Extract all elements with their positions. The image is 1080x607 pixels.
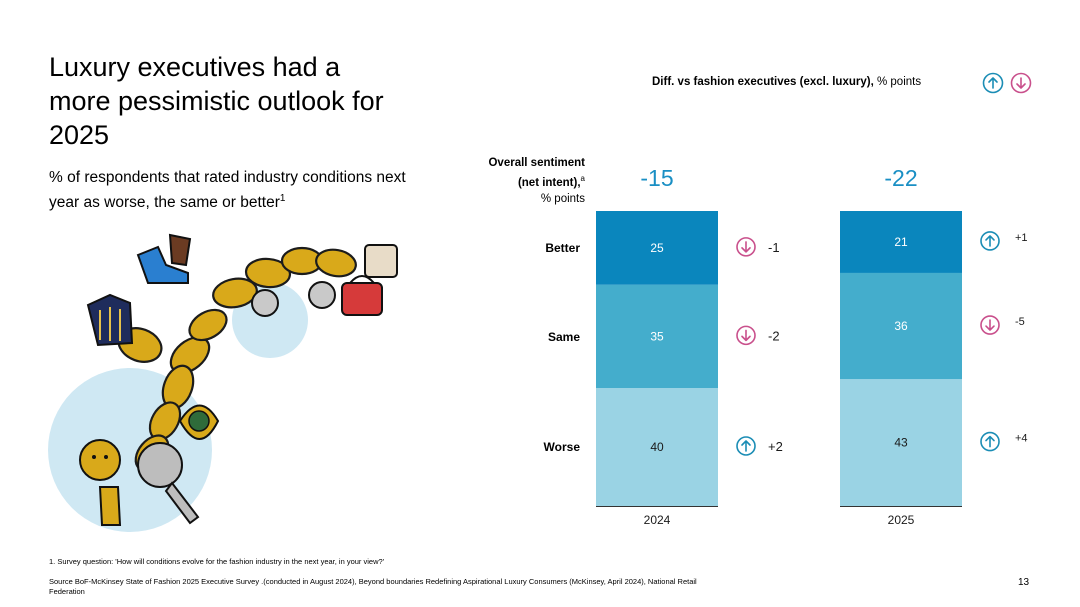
row-label-better: Better [545,241,580,255]
charm-bag [341,244,398,316]
source-note: Source BoF-McKinsey State of Fashion 202… [49,577,697,596]
row-label-worse: Worse [543,440,580,454]
charm-eye [178,404,220,440]
arrow-up-icon [982,72,1004,94]
arrow-down-icon [736,325,756,346]
bar-label-worse-2025: 43 [894,436,908,450]
bar-label-better-2024: 25 [650,241,664,255]
charm-shoe [168,233,192,267]
diff-label-same-2024: -2 [768,328,780,343]
sentiment-label-line1: Overall sentiment [488,157,585,169]
arrow-down-glyph [985,319,995,331]
legend-icons [982,72,1032,94]
diff-label-worse-2024: +2 [768,439,783,454]
charm-tag [98,486,122,526]
sentiment-label: Overall sentiment (net intent),a % point… [455,155,585,207]
arrow-down-icon [1010,72,1032,94]
arrow-down-icon [736,237,756,257]
net-sentiment-2025: -22 [884,165,918,191]
footnote: 1. Survey question: 'How will conditions… [49,557,385,566]
sentiment-label-line2: (net intent), [517,176,581,189]
page-number: 13 [1018,577,1030,588]
charm-bracelet-illustration [48,233,398,532]
x-tick-label-2025: 2025 [888,513,915,527]
bar-label-same-2024: 35 [650,329,664,343]
arrow-up-glyph [741,440,751,452]
diff-label-better-2025: +1 [1015,232,1028,244]
bar-better-2025 [840,211,962,273]
subtitle-text: % of respondents that rated industry con… [49,169,406,212]
arrow-down-glyph [741,241,751,253]
diff-label-worse-2025: +4 [1015,433,1028,445]
sentiment-label-line3: % points [540,192,585,205]
diff-label-better-2024: -1 [768,240,780,255]
bar-worse-2024 [596,388,718,506]
x-tick-label-2024: 2024 [644,513,671,527]
legend-header-unit: % points [873,76,922,88]
page-subtitle: % of respondents that rated industry con… [49,167,409,213]
net-sentiment-2024: -15 [640,165,674,191]
arrow-up-icon [736,436,756,456]
bar-same-2024 [596,284,718,388]
legend-header-bold: Diff. vs fashion executives (excl. luxur… [652,76,874,88]
page-title: Luxury executives had a more pessimistic… [49,52,384,150]
legend-header: Diff. vs fashion executives (excl. luxur… [652,76,921,88]
charm-shirt [86,293,134,347]
charm-sun [79,439,121,481]
bar-same-2025 [840,272,962,380]
arrow-down-icon [980,315,1000,335]
charm-key [137,442,200,525]
diff-label-same-2025: -5 [1015,316,1025,328]
arrow-up-glyph [985,235,995,247]
arrow-up-glyph [985,435,995,448]
charm-ring [251,289,279,317]
bar-worse-2025 [840,379,962,506]
arrow-up-icon [980,431,1000,452]
sentiment-label-sup: a [580,174,585,183]
row-label-same: Same [547,330,580,344]
arrow-down-glyph [741,329,751,342]
bar-label-better-2025: 21 [894,235,908,249]
charm-boot [136,245,189,284]
bar-label-worse-2024: 40 [650,440,664,454]
bar-better-2024 [596,211,718,285]
arrow-up-icon [980,231,1000,251]
bar-label-same-2025: 36 [894,319,908,333]
subtitle-footnote-marker: 1 [279,193,286,204]
